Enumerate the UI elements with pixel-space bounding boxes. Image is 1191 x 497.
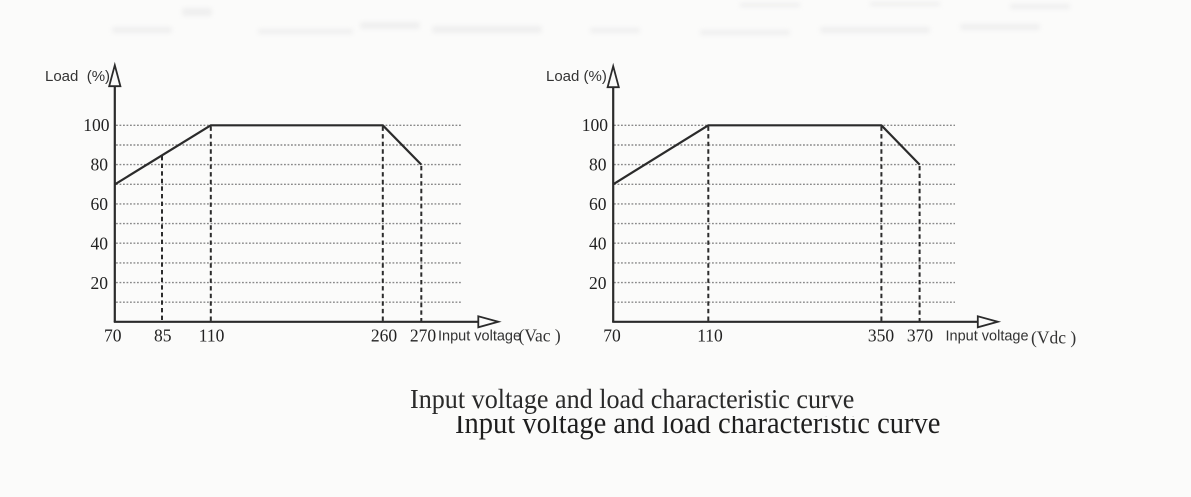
svg-text:20: 20 [91, 273, 109, 293]
svg-text:260: 260 [371, 326, 398, 346]
svg-text:100: 100 [83, 115, 110, 135]
svg-text:70: 70 [603, 326, 621, 346]
svg-text:Load (%): Load (%) [546, 68, 607, 85]
svg-text:110: 110 [199, 326, 225, 346]
svg-text:(Vdc ): (Vdc ) [1031, 327, 1076, 347]
svg-text:270: 270 [410, 326, 437, 346]
svg-text:85: 85 [154, 326, 172, 346]
svg-text:70: 70 [104, 326, 122, 346]
svg-text:Input voltage: Input voltage [438, 329, 521, 345]
svg-text:40: 40 [589, 234, 607, 254]
svg-text:100: 100 [582, 115, 609, 135]
svg-text:40: 40 [91, 234, 109, 254]
svg-text:370: 370 [907, 326, 934, 346]
svg-text:80: 80 [589, 154, 607, 174]
svg-text:Input voltage: Input voltage [946, 329, 1029, 345]
svg-text:80: 80 [91, 154, 109, 174]
svg-text:110: 110 [697, 326, 723, 346]
svg-text:Load (%): Load (%) [45, 68, 110, 85]
svg-text:60: 60 [589, 194, 607, 214]
svg-text:350: 350 [868, 326, 895, 346]
svg-text:(Vac ): (Vac ) [519, 326, 561, 346]
svg-text:20: 20 [589, 273, 607, 293]
svg-text:60: 60 [91, 194, 109, 214]
